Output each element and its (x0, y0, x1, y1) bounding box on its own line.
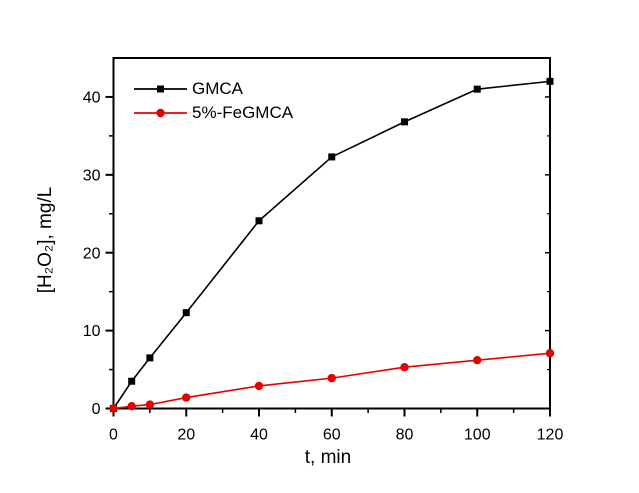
x-tick-label: 80 (396, 427, 414, 444)
y-tick-label: 10 (83, 323, 101, 340)
y-tick-label: 40 (83, 90, 101, 107)
data-point-marker (127, 401, 136, 411)
plot-frame (112, 57, 551, 410)
x-tick-label: 0 (109, 427, 118, 444)
legend-marker-sample (157, 85, 164, 93)
data-point-marker (146, 354, 154, 362)
x-tick-label: 40 (250, 427, 268, 444)
data-point-marker (128, 377, 136, 385)
x-tick-label: 120 (537, 427, 564, 444)
legend (134, 85, 187, 118)
x-tick-label: 100 (464, 427, 491, 444)
y-tick-label: 30 (83, 167, 101, 184)
series-gmca (110, 77, 554, 412)
data-point-marker (182, 393, 191, 402)
data-point-marker (400, 363, 409, 372)
x-tick-label: 60 (323, 427, 341, 444)
x-tick-label: 20 (177, 427, 195, 444)
x-axis-label: t, min (304, 447, 352, 468)
y-tick-labels: 0 10 20 30 40 (83, 90, 101, 419)
data-point-marker (109, 404, 118, 413)
x-tick-labels: 0 20 40 60 80 100 120 (109, 427, 563, 444)
data-point-marker (473, 356, 482, 365)
data-point-marker (254, 381, 264, 391)
data-point-marker (255, 217, 263, 225)
data-point-marker (545, 348, 555, 358)
axis-ticks (105, 95, 551, 417)
legend-marker-sample (156, 108, 165, 118)
data-point-marker (473, 85, 481, 93)
data-point-marker (401, 118, 408, 126)
data-point-marker (546, 77, 554, 85)
legend-label-fegmca: 5%-FeGMCA (192, 103, 294, 122)
data-point-marker (182, 309, 190, 317)
y-tick-label: 0 (92, 401, 101, 418)
data-point-marker (328, 153, 336, 161)
series-5-fegmca (109, 348, 555, 413)
legend-label-gmca: GMCA (192, 79, 243, 98)
data-point-marker (327, 373, 336, 383)
y-tick-label: 20 (83, 245, 101, 262)
y-axis-label: [H₂O₂], mg/L (35, 186, 56, 294)
data-point-marker (145, 400, 155, 409)
